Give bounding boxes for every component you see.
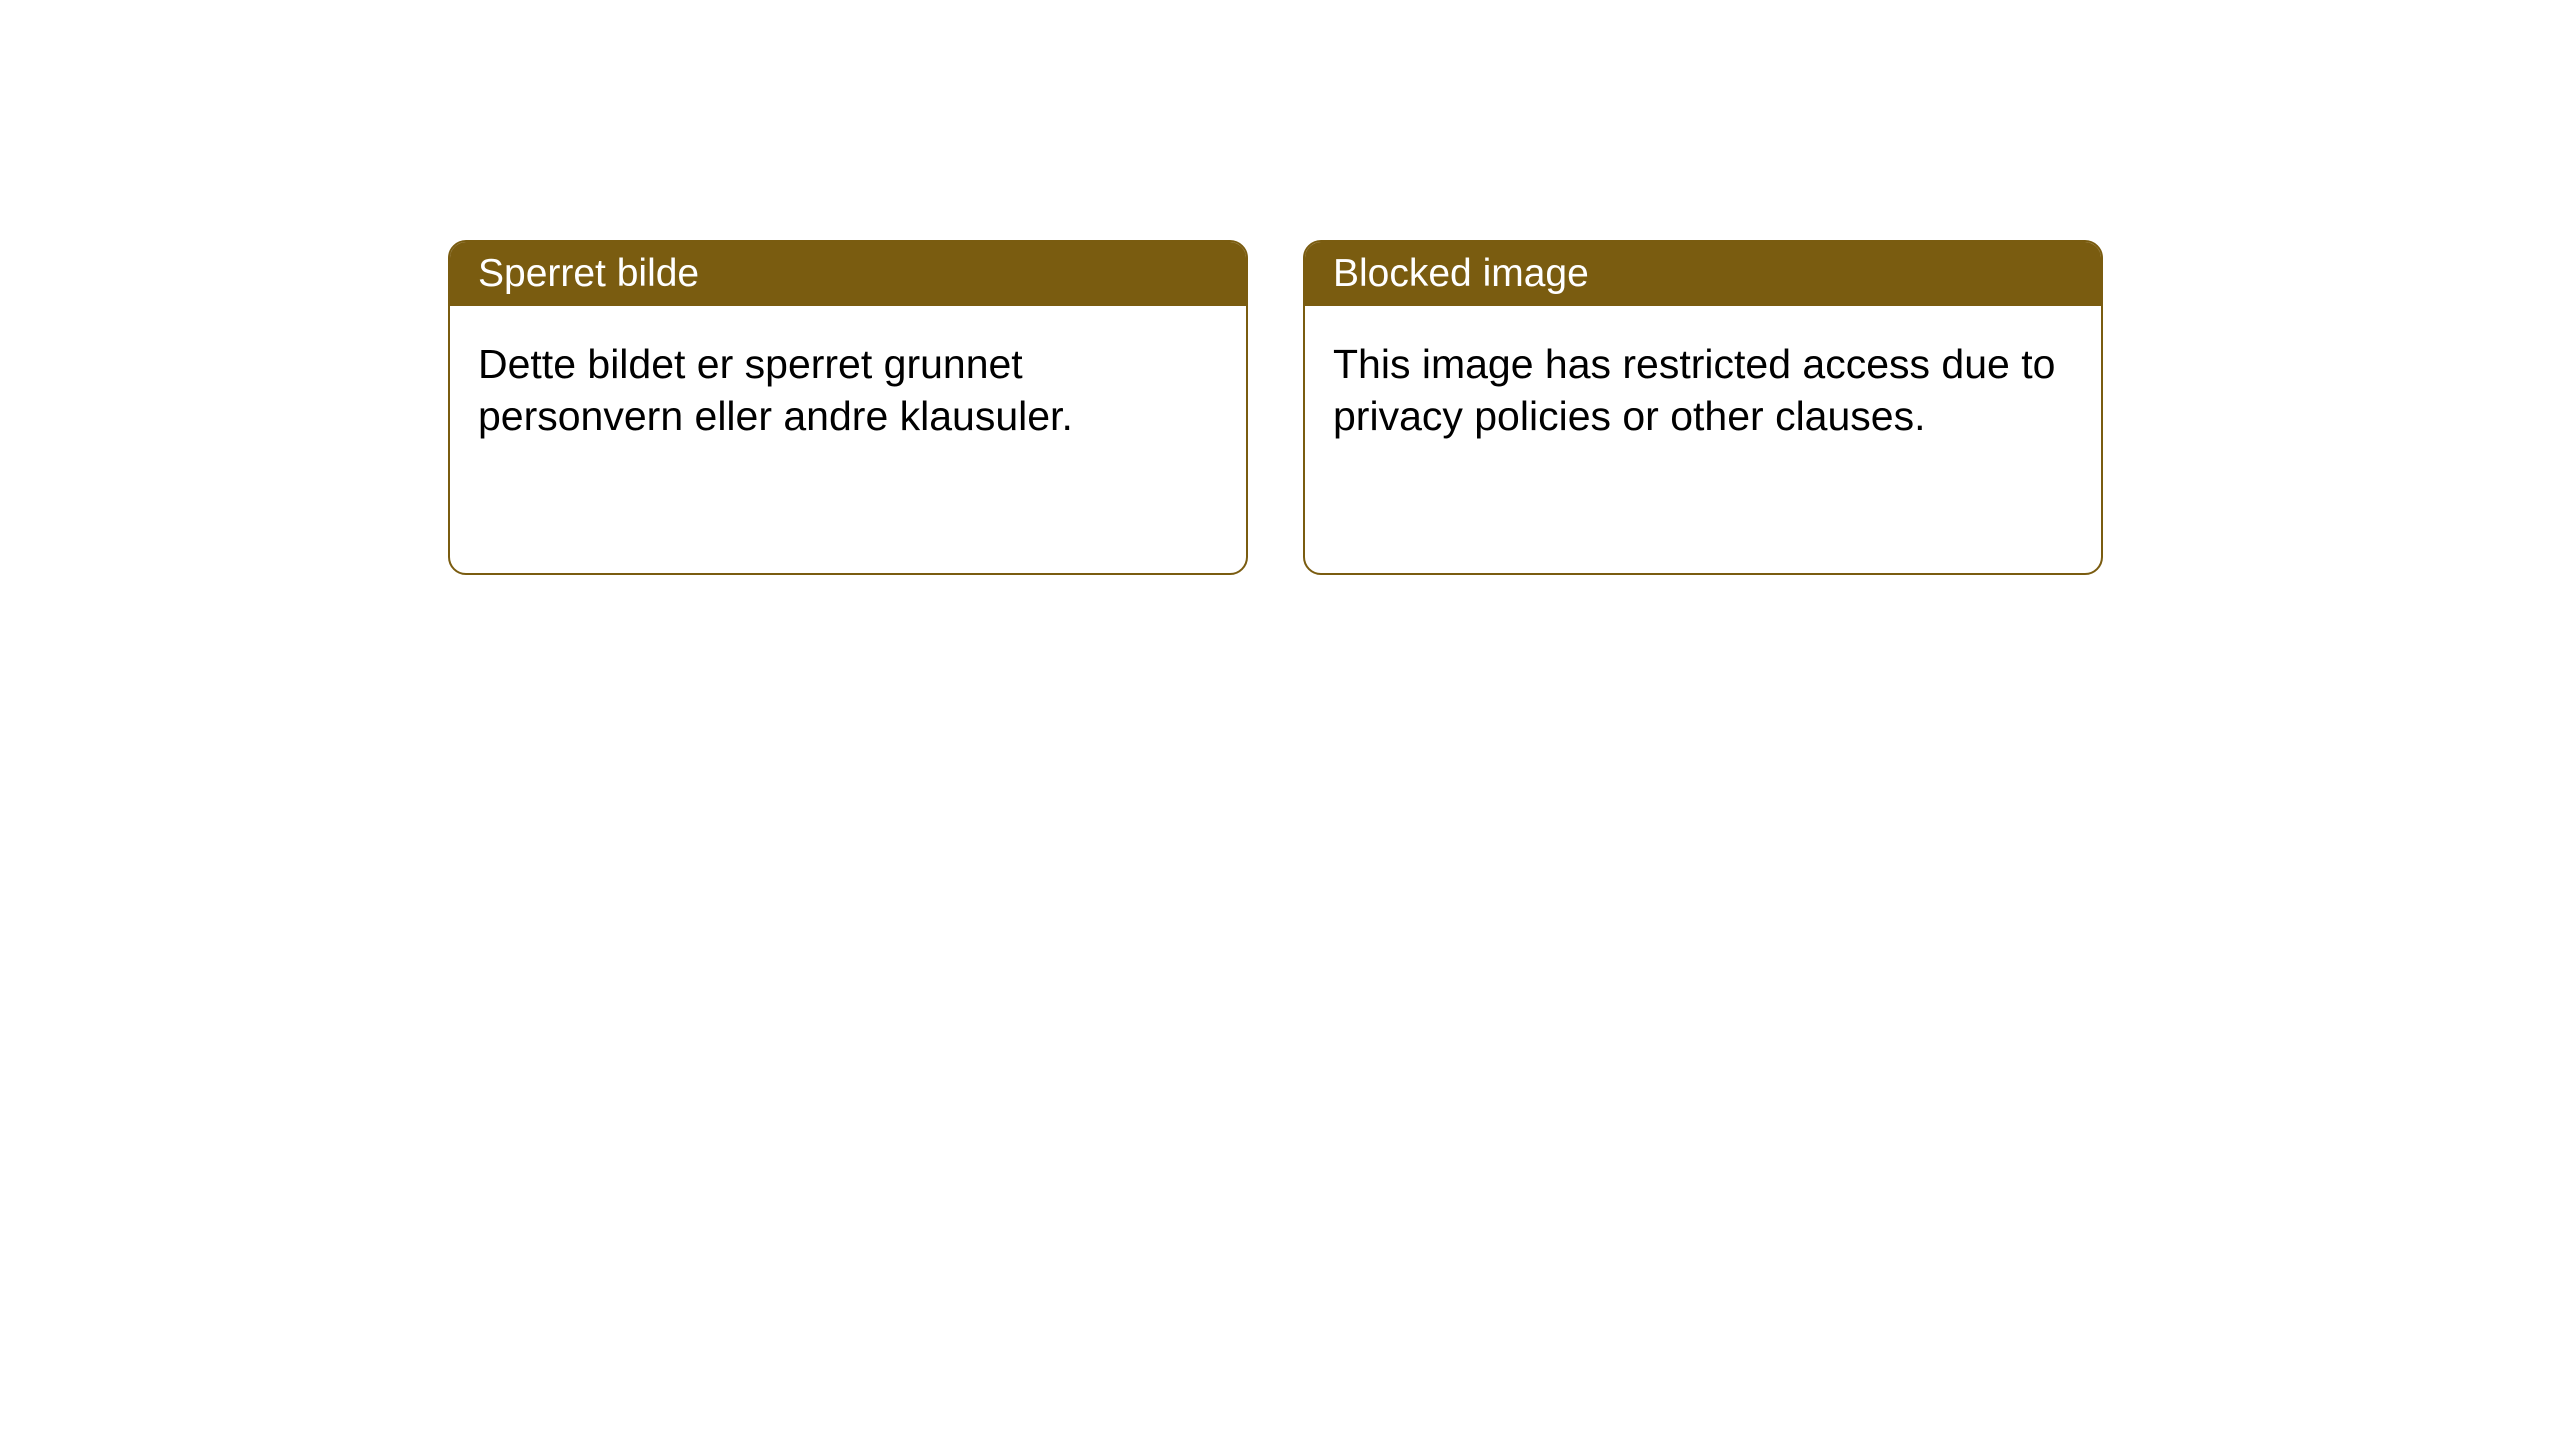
card-header-en: Blocked image [1305,242,2101,306]
blocked-image-card-no: Sperret bilde Dette bildet er sperret gr… [448,240,1248,575]
card-body-text-en: This image has restricted access due to … [1333,341,2055,439]
card-body-no: Dette bildet er sperret grunnet personve… [450,306,1246,475]
card-header-no: Sperret bilde [450,242,1246,306]
card-title-en: Blocked image [1333,252,1589,295]
card-body-text-no: Dette bildet er sperret grunnet personve… [478,341,1073,439]
blocked-image-cards: Sperret bilde Dette bildet er sperret gr… [448,240,2103,575]
card-title-no: Sperret bilde [478,252,699,295]
card-body-en: This image has restricted access due to … [1305,306,2101,475]
blocked-image-card-en: Blocked image This image has restricted … [1303,240,2103,575]
